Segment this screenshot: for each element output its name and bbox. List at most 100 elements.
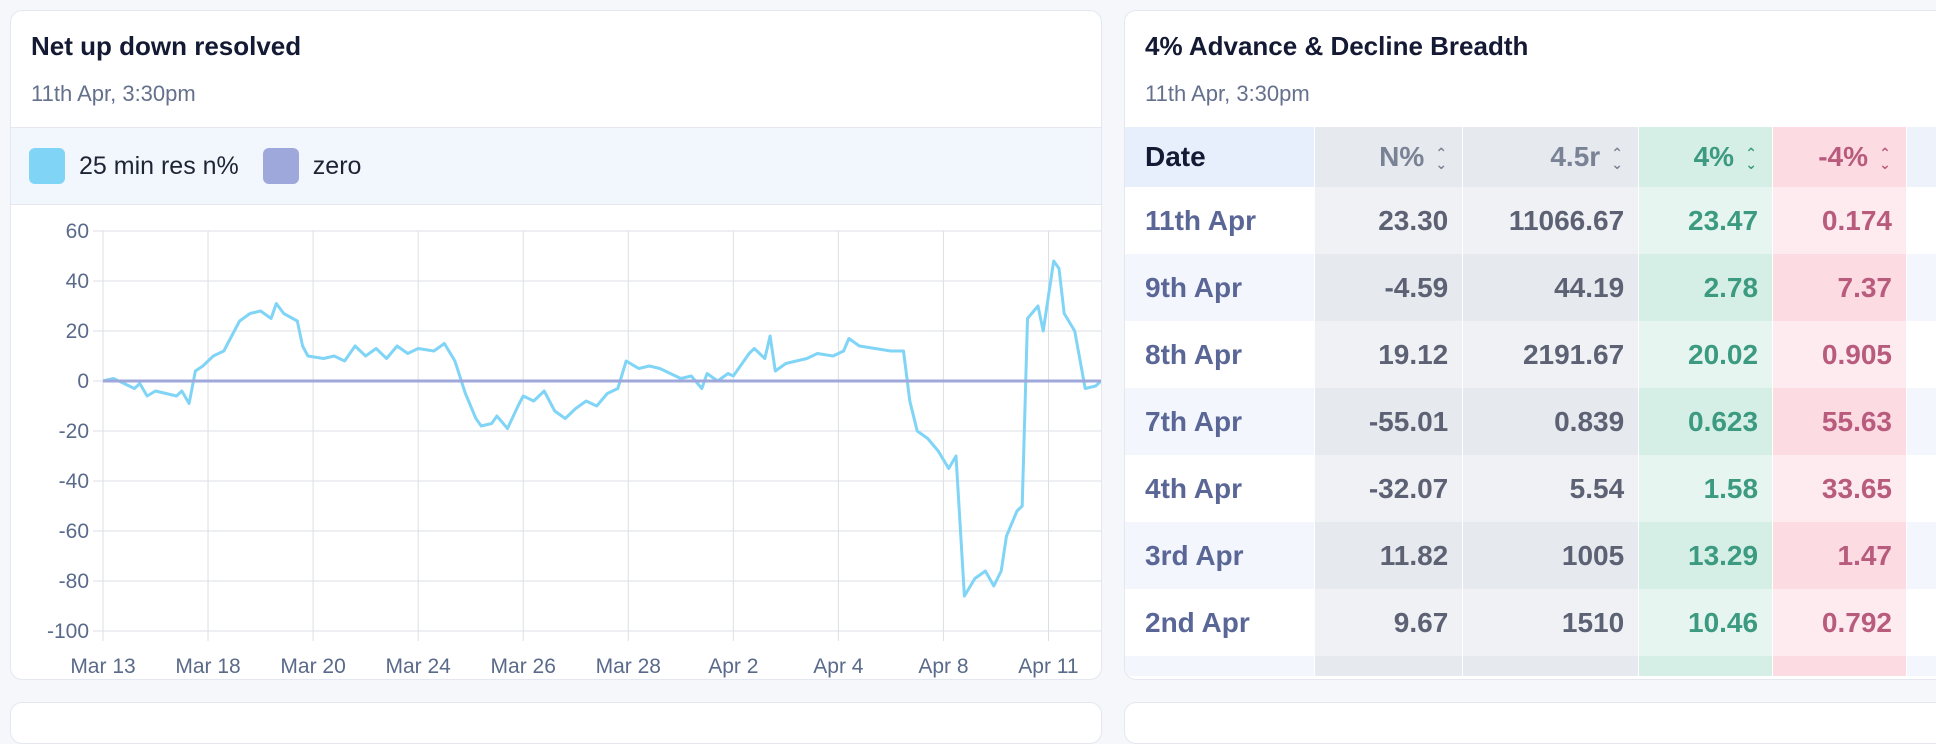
cell-extra (1907, 589, 1936, 656)
column-header-neg-4-pct[interactable]: -4% ⌃⌄ (1773, 127, 1907, 187)
cell-date: 2nd Apr (1125, 589, 1315, 656)
x-tick-label: Apr 8 (918, 655, 968, 678)
column-header-4-pct[interactable]: 4% ⌃⌄ (1639, 127, 1773, 187)
cell-4-pct: 13.29 (1639, 522, 1773, 589)
y-tick-label: -20 (59, 420, 89, 443)
column-header-date[interactable]: Date (1125, 127, 1315, 187)
legend-item-res[interactable]: 25 min res n% (29, 148, 239, 184)
series-line-res (103, 261, 1101, 596)
next-card-right (1124, 702, 1936, 744)
sort-icon[interactable]: ⌃⌄ (1610, 148, 1624, 170)
cell-empty (1315, 656, 1463, 676)
column-header-label: 4.5r (1550, 141, 1600, 172)
cell-4-pct: 2.78 (1639, 254, 1773, 321)
column-header-label: 4% (1694, 141, 1734, 172)
cell-neg-4-pct: 0.905 (1773, 321, 1907, 388)
y-tick-label: -100 (47, 620, 89, 643)
sort-icon[interactable]: ⌃⌄ (1434, 148, 1448, 170)
cell-4-pct: 20.02 (1639, 321, 1773, 388)
x-tick-label: Apr 11 (1018, 655, 1078, 678)
cell-n-pct: 9.67 (1315, 589, 1463, 656)
cell-4-5r: 44.19 (1463, 254, 1639, 321)
cell-n-pct: -32.07 (1315, 455, 1463, 522)
x-tick-label: Mar 20 (280, 655, 345, 678)
chart-legend: 25 min res n% zero (11, 127, 1101, 205)
legend-label: zero (313, 152, 362, 181)
cell-extra (1907, 522, 1936, 589)
y-tick-label: -80 (59, 570, 89, 593)
x-tick-label: Mar 18 (175, 655, 240, 678)
x-tick-label: Mar 24 (385, 655, 451, 678)
cell-4-pct: 10.46 (1639, 589, 1773, 656)
cell-neg-4-pct: 1.47 (1773, 522, 1907, 589)
y-tick-label: 60 (66, 220, 89, 243)
table-header-row: Date N% ⌃⌄ 4.5r ⌃⌄ 4% ⌃⌄ -4% ⌃⌄ (1125, 127, 1936, 187)
cell-4-pct: 1.58 (1639, 455, 1773, 522)
cell-date: 4th Apr (1125, 455, 1315, 522)
next-card-left (10, 702, 1102, 744)
legend-label: 25 min res n% (79, 152, 239, 181)
cell-4-5r: 1005 (1463, 522, 1639, 589)
net-up-down-card: Net up down resolved 11th Apr, 3:30pm 25… (10, 10, 1102, 680)
cell-n-pct: -4.59 (1315, 254, 1463, 321)
cell-extra (1907, 321, 1936, 388)
card-title: 4% Advance & Decline Breadth (1145, 31, 1528, 62)
cell-extra (1907, 187, 1936, 254)
cell-empty (1907, 656, 1936, 676)
breadth-card: 4% Advance & Decline Breadth 11th Apr, 3… (1124, 10, 1936, 680)
legend-swatch-res (29, 148, 65, 184)
cell-empty (1639, 656, 1773, 676)
cell-empty (1773, 656, 1907, 676)
cell-n-pct: 11.82 (1315, 522, 1463, 589)
cell-extra (1907, 455, 1936, 522)
sort-icon[interactable]: ⌃⌄ (1744, 148, 1758, 170)
cell-extra (1907, 388, 1936, 455)
y-tick-label: 40 (66, 270, 89, 293)
cell-extra (1907, 254, 1936, 321)
legend-item-zero[interactable]: zero (263, 148, 362, 184)
card-timestamp: 11th Apr, 3:30pm (1145, 81, 1310, 107)
y-tick-label: -40 (59, 470, 89, 493)
cell-neg-4-pct: 55.63 (1773, 388, 1907, 455)
table-row-partial (1125, 656, 1936, 676)
cell-4-pct: 23.47 (1639, 187, 1773, 254)
cell-4-5r: 11066.67 (1463, 187, 1639, 254)
cell-neg-4-pct: 33.65 (1773, 455, 1907, 522)
card-title: Net up down resolved (31, 31, 301, 62)
column-header-4-5r[interactable]: 4.5r ⌃⌄ (1463, 127, 1639, 187)
column-header-extra (1907, 127, 1936, 187)
cell-empty (1463, 656, 1639, 676)
column-header-n-pct[interactable]: N% ⌃⌄ (1315, 127, 1463, 187)
cell-4-5r: 5.54 (1463, 455, 1639, 522)
cell-date: 11th Apr (1125, 187, 1315, 254)
cell-4-pct: 0.623 (1639, 388, 1773, 455)
legend-swatch-zero (263, 148, 299, 184)
cell-n-pct: 19.12 (1315, 321, 1463, 388)
cell-neg-4-pct: 7.37 (1773, 254, 1907, 321)
cell-empty (1125, 656, 1315, 676)
column-header-label: -4% (1818, 141, 1868, 172)
x-tick-label: Mar 13 (70, 655, 135, 678)
cell-4-5r: 1510 (1463, 589, 1639, 656)
cell-neg-4-pct: 0.174 (1773, 187, 1907, 254)
x-tick-label: Apr 4 (813, 655, 864, 678)
column-header-label: N% (1379, 141, 1424, 172)
cell-n-pct: -55.01 (1315, 388, 1463, 455)
y-tick-label: -60 (59, 520, 89, 543)
cell-date: 7th Apr (1125, 388, 1315, 455)
sort-icon[interactable]: ⌃⌄ (1878, 148, 1892, 170)
x-tick-label: Mar 26 (491, 655, 556, 678)
cell-date: 8th Apr (1125, 321, 1315, 388)
cell-n-pct: 23.30 (1315, 187, 1463, 254)
cell-date: 3rd Apr (1125, 522, 1315, 589)
x-tick-label: Mar 28 (596, 655, 661, 678)
